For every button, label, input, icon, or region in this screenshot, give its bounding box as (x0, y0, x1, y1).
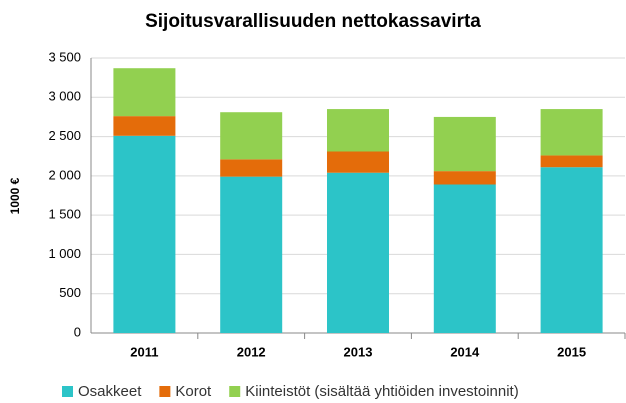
y-tick-label: 2 000 (48, 167, 81, 182)
x-tick-label: 2012 (237, 344, 266, 359)
bar-segment (220, 176, 283, 333)
bar-segment (540, 167, 603, 333)
bar-segment (327, 151, 389, 173)
y-tick-label: 1 500 (48, 207, 81, 222)
y-axis-label: 1000 € (8, 177, 22, 214)
y-tick-label: 3 500 (48, 49, 81, 64)
y-tick-label: 0 (74, 324, 81, 339)
y-tick-label: 1 000 (48, 246, 81, 261)
legend-swatch (62, 386, 73, 397)
x-tick-label: 2015 (557, 344, 586, 359)
bar-segment (220, 159, 283, 177)
x-tick-label: 2011 (130, 344, 158, 359)
bar-segment (113, 116, 176, 136)
y-tick-label: 3 000 (48, 89, 81, 104)
y-tick-label: 500 (59, 285, 81, 300)
bar-segment (220, 112, 283, 160)
legend-label: Osakkeet (78, 383, 142, 400)
legend-swatch (159, 386, 171, 397)
bar-segment (327, 172, 389, 333)
bar-segment (113, 68, 176, 117)
x-tick-label: 2014 (450, 344, 480, 359)
bar-segment (540, 155, 603, 168)
bar-segment (433, 116, 496, 172)
x-tick-label: 2013 (344, 344, 373, 359)
bar-segment (433, 171, 496, 185)
y-tick-label: 2 500 (48, 128, 81, 143)
bar-segment (433, 184, 496, 333)
chart-title: Sijoitusvarallisuuden nettokassavirta (145, 11, 481, 32)
legend-label: Korot (175, 383, 212, 400)
legend-swatch (229, 386, 241, 397)
bar-segment (113, 135, 176, 333)
legend-label: Kiinteistöt (sisältää yhtiöiden investoi… (245, 383, 518, 400)
bar-segment (540, 109, 603, 156)
bar-segment (327, 109, 389, 152)
